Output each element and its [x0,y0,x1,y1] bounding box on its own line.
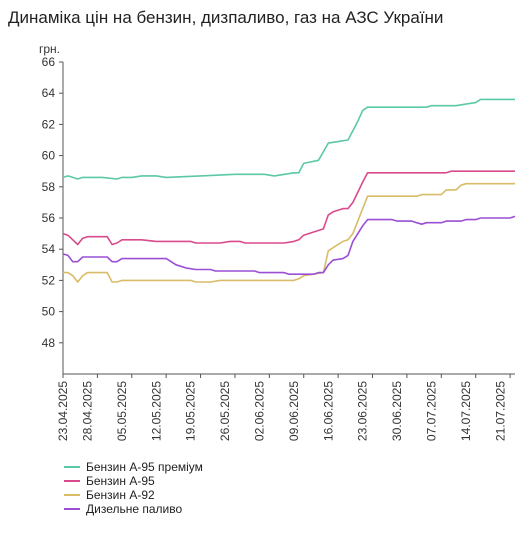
x-tick-label: 12.05.2025 [149,381,163,441]
legend-swatch [64,508,80,510]
x-tick-label: 09.06.2025 [287,381,301,441]
x-tick-label: 21.07.2025 [493,381,507,441]
x-tick-label: 30.06.2025 [390,381,404,441]
x-tick-label: 02.06.2025 [253,381,267,441]
y-tick-label: 54 [42,242,56,256]
legend-item: Бензин А-92 [64,488,203,502]
chart-series [62,98,516,283]
y-axis-unit-label: грн. [39,42,60,56]
x-tick-label: 07.07.2025 [424,381,438,441]
x-tick-label: 16.06.2025 [321,381,335,441]
legend-swatch [64,494,80,496]
x-tick-label: 05.05.2025 [115,381,129,441]
y-tick-label: 64 [42,86,56,100]
legend-item: Бензин А-95 преміум [64,460,203,474]
y-tick-label: 50 [42,305,56,319]
y-tick-label: 66 [42,55,56,69]
legend-label: Дизельне паливо [86,502,183,516]
legend-label: Бензин А-95 [86,474,155,488]
legend-swatch [64,480,80,482]
legend-label: Бензин А-92 [86,488,155,502]
x-tick-label: 19.05.2025 [184,381,198,441]
x-tick-label: 23.04.2025 [56,381,70,441]
y-tick-label: 48 [42,336,56,350]
chart-title: Динаміка цін на бензин, дизпаливо, газ н… [8,8,444,27]
legend-swatch [64,466,80,468]
legend-item: Бензин А-95 [64,474,203,488]
series-line-4 [62,215,516,275]
series-line-2 [62,170,515,246]
chart-legend: Бензин А-95 преміум Бензин А-95 Бензин А-9… [64,460,203,516]
series-line-3 [63,182,515,283]
chart-axes: грн. 48 50 52 54 56 58 60 62 64 66 23.04.2025 28.04.… [39,42,515,441]
y-tick-label: 58 [42,180,56,194]
legend-item: Дизельне паливо [64,502,203,516]
y-tick-label: 62 [42,117,56,131]
y-tick-label: 60 [42,149,56,163]
x-tick-label: 14.07.2025 [459,381,473,441]
x-tick-label: 26.05.2025 [218,381,232,441]
y-tick-label: 56 [42,211,56,225]
x-tick-label: 23.06.2025 [356,381,370,441]
series-line-1 [62,98,515,180]
x-tick-label: 28.04.2025 [81,381,95,441]
legend-label: Бензин А-95 преміум [86,460,203,474]
y-tick-label: 52 [42,273,56,287]
